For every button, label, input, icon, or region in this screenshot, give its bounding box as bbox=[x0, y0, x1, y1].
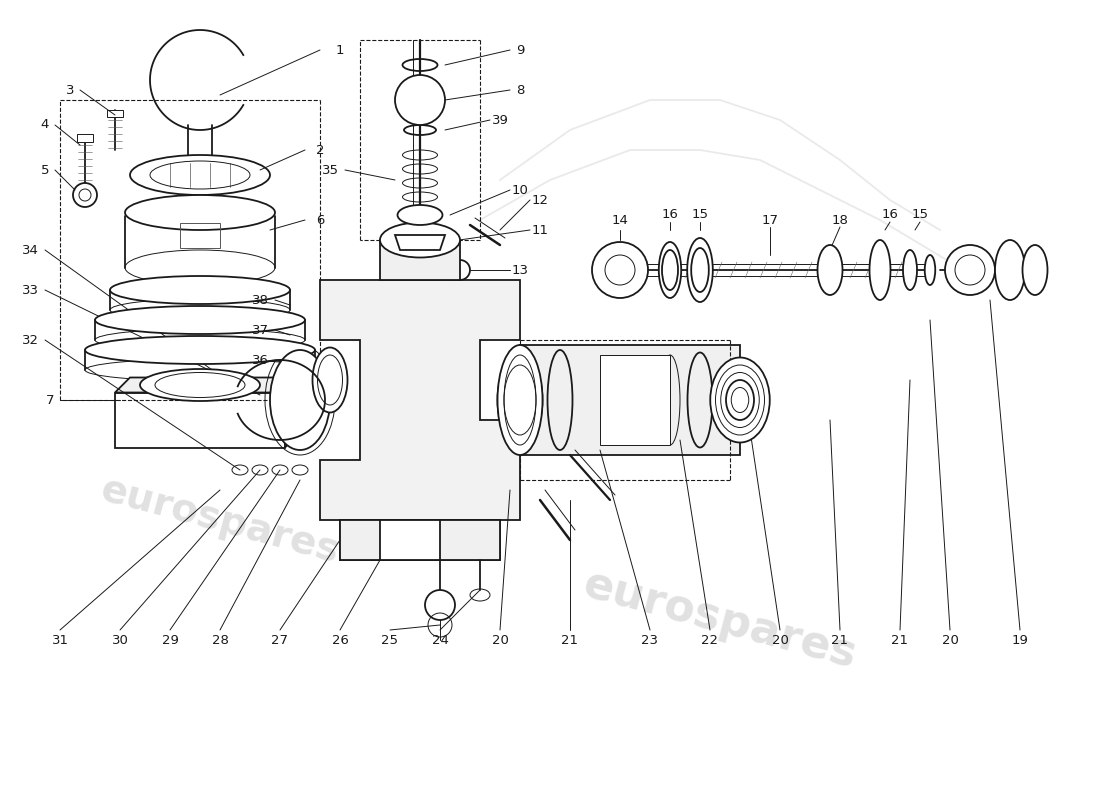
Ellipse shape bbox=[903, 250, 917, 290]
Text: 1: 1 bbox=[336, 43, 344, 57]
Ellipse shape bbox=[125, 195, 275, 230]
Text: 30: 30 bbox=[111, 634, 129, 646]
Circle shape bbox=[73, 183, 97, 207]
Polygon shape bbox=[340, 520, 500, 560]
Polygon shape bbox=[520, 345, 740, 455]
Text: 7: 7 bbox=[46, 394, 54, 406]
Text: 31: 31 bbox=[52, 634, 68, 646]
Ellipse shape bbox=[726, 380, 754, 420]
Ellipse shape bbox=[312, 347, 348, 413]
Text: eurospares: eurospares bbox=[97, 470, 343, 570]
Bar bbox=[107, 110, 123, 117]
Text: eurospares: eurospares bbox=[579, 563, 861, 677]
Bar bbox=[379, 520, 440, 560]
Ellipse shape bbox=[85, 336, 315, 364]
Text: 3: 3 bbox=[66, 83, 75, 97]
Text: 38: 38 bbox=[252, 294, 268, 306]
Text: 24: 24 bbox=[431, 634, 449, 646]
Text: 39: 39 bbox=[492, 114, 508, 126]
Circle shape bbox=[425, 590, 455, 620]
Text: 20: 20 bbox=[942, 634, 958, 646]
Text: 8: 8 bbox=[516, 83, 525, 97]
Text: 15: 15 bbox=[692, 209, 708, 222]
Ellipse shape bbox=[379, 222, 460, 258]
Text: 23: 23 bbox=[641, 634, 659, 646]
Ellipse shape bbox=[662, 250, 678, 290]
Text: 20: 20 bbox=[492, 634, 508, 646]
Polygon shape bbox=[320, 280, 520, 520]
Ellipse shape bbox=[1023, 245, 1047, 295]
Text: 26: 26 bbox=[331, 634, 349, 646]
Bar bbox=[379, 240, 460, 280]
Bar bbox=[340, 520, 500, 560]
Text: 21: 21 bbox=[561, 634, 579, 646]
Ellipse shape bbox=[497, 345, 542, 455]
Ellipse shape bbox=[659, 242, 681, 298]
Ellipse shape bbox=[497, 355, 542, 445]
Text: 12: 12 bbox=[531, 194, 549, 206]
Text: 37: 37 bbox=[252, 323, 268, 337]
Text: 29: 29 bbox=[162, 634, 178, 646]
Text: 36: 36 bbox=[252, 354, 268, 366]
Circle shape bbox=[592, 242, 648, 298]
Ellipse shape bbox=[817, 245, 843, 295]
Ellipse shape bbox=[130, 155, 270, 195]
Text: 13: 13 bbox=[512, 263, 528, 277]
Text: 21: 21 bbox=[832, 634, 848, 646]
Ellipse shape bbox=[140, 369, 260, 401]
Text: 22: 22 bbox=[702, 634, 718, 646]
Ellipse shape bbox=[996, 240, 1025, 300]
Ellipse shape bbox=[397, 205, 442, 225]
Text: 34: 34 bbox=[22, 243, 38, 257]
Polygon shape bbox=[600, 355, 670, 445]
Ellipse shape bbox=[688, 238, 713, 302]
Circle shape bbox=[450, 260, 470, 280]
Text: 33: 33 bbox=[22, 283, 38, 297]
Ellipse shape bbox=[720, 373, 759, 427]
Text: 28: 28 bbox=[211, 634, 229, 646]
Bar bbox=[77, 134, 94, 142]
Text: 19: 19 bbox=[1012, 634, 1028, 646]
Text: 2: 2 bbox=[316, 143, 324, 157]
Text: 10: 10 bbox=[512, 183, 528, 197]
Text: 16: 16 bbox=[661, 209, 679, 222]
Text: 6: 6 bbox=[316, 214, 324, 226]
Bar bbox=[180, 223, 220, 248]
Text: 16: 16 bbox=[881, 209, 899, 222]
Text: 15: 15 bbox=[912, 209, 928, 222]
Text: 18: 18 bbox=[832, 214, 848, 226]
Text: 4: 4 bbox=[41, 118, 50, 131]
Polygon shape bbox=[395, 235, 446, 250]
Polygon shape bbox=[116, 393, 285, 447]
Text: 17: 17 bbox=[761, 214, 779, 226]
Ellipse shape bbox=[869, 240, 891, 300]
Ellipse shape bbox=[270, 350, 330, 450]
Circle shape bbox=[395, 75, 446, 125]
Text: 11: 11 bbox=[531, 223, 549, 237]
Text: 35: 35 bbox=[321, 163, 339, 177]
Ellipse shape bbox=[110, 276, 290, 304]
Ellipse shape bbox=[715, 365, 764, 435]
Text: 32: 32 bbox=[22, 334, 38, 346]
Text: 20: 20 bbox=[771, 634, 789, 646]
Text: 5: 5 bbox=[41, 163, 50, 177]
Text: 14: 14 bbox=[612, 214, 628, 226]
Ellipse shape bbox=[95, 306, 305, 334]
Polygon shape bbox=[116, 378, 300, 393]
Text: 21: 21 bbox=[891, 634, 909, 646]
Text: 9: 9 bbox=[516, 43, 525, 57]
Ellipse shape bbox=[711, 358, 770, 442]
Ellipse shape bbox=[732, 387, 749, 413]
Ellipse shape bbox=[925, 255, 935, 285]
Text: 27: 27 bbox=[272, 634, 288, 646]
Polygon shape bbox=[285, 378, 300, 447]
Text: 25: 25 bbox=[382, 634, 398, 646]
Circle shape bbox=[945, 245, 996, 295]
Ellipse shape bbox=[691, 248, 708, 292]
